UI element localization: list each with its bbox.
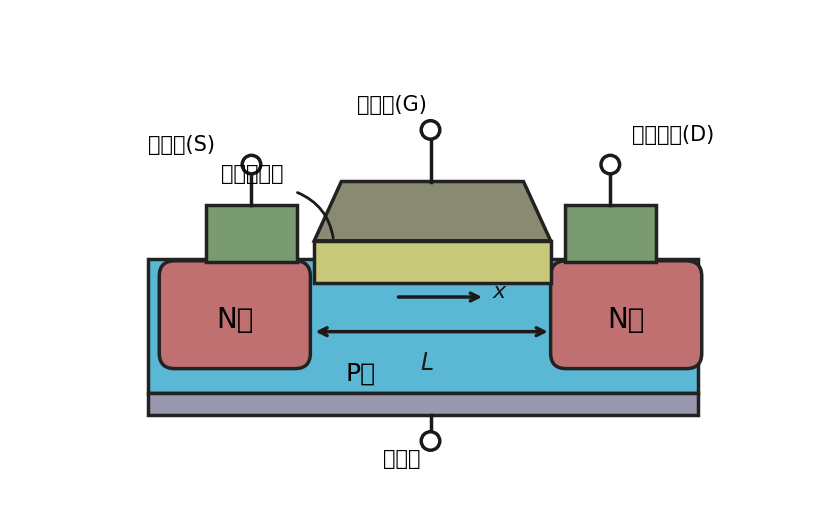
FancyBboxPatch shape — [551, 261, 701, 369]
Circle shape — [421, 432, 440, 450]
Bar — [206, 205, 297, 262]
Text: x: x — [492, 282, 506, 301]
Bar — [148, 393, 698, 415]
Text: L: L — [420, 351, 433, 375]
Circle shape — [421, 121, 440, 139]
Text: ボディ: ボディ — [383, 449, 421, 469]
Bar — [148, 258, 698, 393]
Bar — [314, 241, 551, 283]
Text: P型: P型 — [345, 362, 375, 386]
Text: 酸化絶縁層: 酸化絶縁層 — [221, 164, 284, 184]
Polygon shape — [314, 181, 551, 241]
FancyBboxPatch shape — [160, 261, 310, 369]
Bar — [564, 205, 656, 262]
Circle shape — [601, 155, 620, 174]
Text: ソース(S): ソース(S) — [148, 135, 215, 155]
Text: ドレイン(D): ドレイン(D) — [632, 125, 714, 146]
Text: N型: N型 — [607, 306, 644, 334]
Text: ゲート(G): ゲート(G) — [357, 94, 427, 114]
Text: N型: N型 — [217, 306, 254, 334]
Circle shape — [242, 155, 260, 174]
